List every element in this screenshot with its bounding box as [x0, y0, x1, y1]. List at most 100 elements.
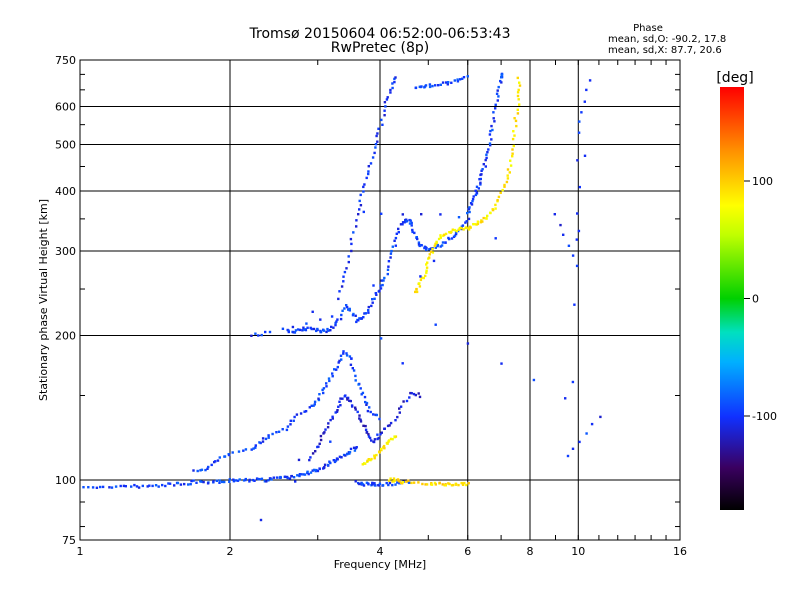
data-point: [424, 483, 427, 486]
data-point: [267, 479, 270, 482]
data-point: [365, 176, 368, 180]
data-point: [482, 216, 485, 220]
data-point: [312, 404, 315, 407]
data-point: [292, 331, 295, 334]
data-point: [469, 202, 473, 205]
data-point: [437, 84, 440, 87]
chart-subtitle: RwPretec (8p): [331, 40, 429, 56]
data-point: [396, 478, 400, 482]
data-point: [258, 478, 261, 481]
data-point: [374, 292, 377, 295]
data-point: [431, 84, 434, 88]
data-point: [264, 437, 268, 441]
data-point: [286, 476, 289, 480]
data-point: [487, 148, 490, 151]
data-point: [386, 442, 389, 445]
data-point: [490, 124, 493, 128]
data-point: [493, 120, 496, 123]
data-point: [348, 308, 351, 311]
data-point: [492, 117, 495, 120]
data-point: [431, 251, 435, 254]
data-point: [381, 283, 384, 287]
colorbar-ticks: -100 0 100: [744, 175, 777, 423]
data-point: [472, 195, 475, 198]
data-point: [322, 387, 326, 390]
data-point: [349, 363, 353, 366]
data-point: [331, 372, 334, 375]
data-point: [354, 480, 357, 483]
data-point: [446, 83, 449, 86]
data-point: [583, 100, 586, 103]
data-point: [367, 435, 371, 438]
stats-o-line: mean, sd,O: -90.2, 17.8: [608, 34, 726, 45]
data-point: [492, 111, 495, 114]
data-point: [384, 105, 387, 108]
data-point: [148, 484, 151, 487]
data-point: [577, 131, 581, 134]
x-tick-label: 1: [77, 545, 84, 558]
data-point: [494, 107, 497, 110]
data-point: [394, 76, 397, 79]
data-point: [367, 483, 370, 486]
data-point: [433, 244, 436, 248]
data-point: [408, 222, 412, 225]
data-point: [196, 469, 199, 473]
data-point: [415, 290, 419, 294]
data-point: [238, 478, 241, 481]
data-point: [462, 228, 465, 231]
data-point: [304, 410, 308, 413]
data-point: [578, 440, 581, 444]
data-point: [466, 211, 469, 215]
data-point: [441, 483, 444, 486]
data-point: [362, 316, 365, 319]
data-point: [479, 181, 482, 184]
data-point: [383, 101, 387, 104]
data-point: [326, 463, 330, 467]
data-point: [465, 483, 468, 487]
data-point: [559, 223, 562, 227]
data-point: [453, 228, 457, 232]
data-point: [358, 417, 361, 420]
data-point: [289, 423, 292, 426]
data-point: [354, 406, 357, 409]
data-point: [329, 461, 332, 465]
data-point: [479, 183, 482, 186]
data-point: [87, 486, 90, 489]
data-point: [476, 220, 480, 223]
data-point: [214, 460, 217, 463]
data-point: [429, 250, 433, 253]
data-point: [475, 185, 479, 188]
data-point: [488, 133, 492, 136]
data-point: [250, 448, 253, 451]
data-point: [463, 481, 466, 485]
data-point: [440, 244, 444, 247]
data-point: [494, 207, 497, 210]
y-axis-label: Stationary phase Virtual Height [km]: [37, 199, 50, 401]
data-point: [369, 162, 373, 165]
data-point: [461, 483, 465, 486]
data-point: [296, 474, 299, 477]
data-point: [434, 84, 437, 87]
data-point: [307, 472, 310, 476]
data-point: [151, 484, 154, 488]
data-point: [161, 483, 164, 487]
data-point: [319, 434, 323, 438]
data-point: [164, 484, 167, 488]
data-point: [383, 109, 386, 112]
data-point: [244, 478, 247, 482]
y-tick-label: 300: [55, 245, 76, 258]
data-point: [232, 478, 235, 481]
data-point: [405, 480, 408, 483]
data-point: [401, 221, 405, 224]
data-point: [350, 357, 353, 360]
data-point: [337, 297, 340, 301]
data-point: [399, 223, 403, 226]
data-point: [516, 108, 519, 111]
data-point: [346, 398, 349, 401]
data-point: [227, 453, 231, 457]
data-point: [578, 185, 581, 189]
data-point: [576, 212, 579, 215]
data-point: [448, 231, 451, 234]
data-point: [590, 422, 594, 426]
